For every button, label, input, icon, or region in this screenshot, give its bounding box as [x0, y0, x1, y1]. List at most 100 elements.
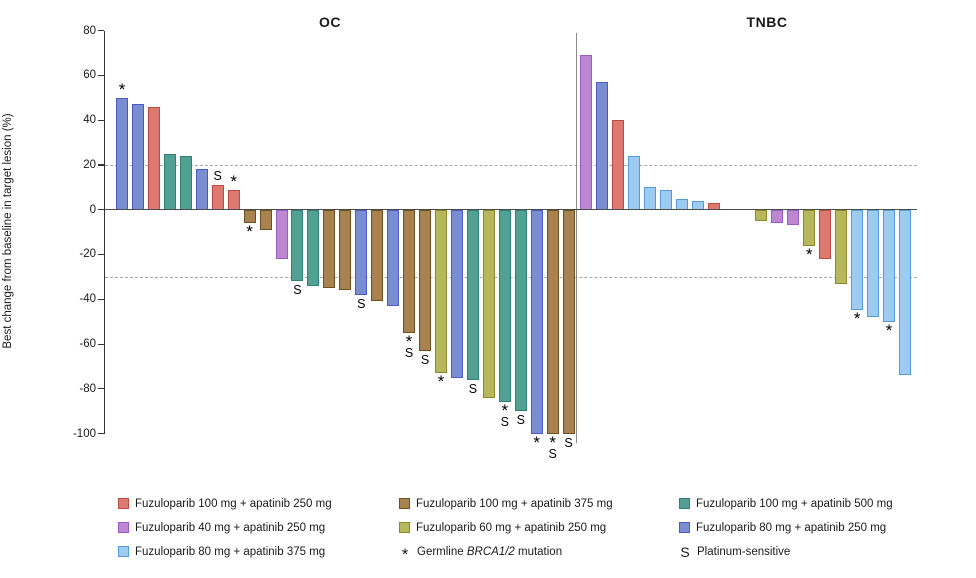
y-axis-tick	[98, 209, 104, 211]
symbol-germline-star: *	[437, 372, 445, 392]
bar-oc-9	[243, 209, 256, 224]
y-axis-tick	[98, 30, 104, 32]
bar-oc-6	[195, 169, 208, 210]
bar-tnbc-14	[819, 209, 832, 259]
bar-oc-22	[450, 209, 463, 378]
bar-oc-12	[291, 209, 304, 282]
legend-item-fuz100_apa375: Fuzuloparib 100 mg + apatinib 375 mg	[399, 496, 613, 511]
y-axis-tick	[98, 388, 104, 390]
bar-tnbc-1	[580, 55, 592, 210]
bar-oc-10	[259, 209, 272, 230]
symbol-germline-star: *	[805, 244, 813, 264]
y-axis-tick	[98, 164, 104, 166]
symbol-platinum-s: S	[500, 415, 509, 430]
bar-oc-25	[498, 209, 511, 403]
plot-area: 80 60 40 20 0 -20 -40 -60 -80 -100 * S * * S S * S S * S * S S *…	[72, 24, 917, 460]
bar-oc-21	[435, 209, 447, 374]
reference-line	[105, 164, 917, 166]
bar-oc-23	[466, 209, 479, 380]
bar-oc-24	[482, 209, 495, 398]
y-axis-tick-label: -40	[79, 293, 96, 306]
symbol-germline-star: *	[405, 331, 413, 351]
symbol-platinum-s: S	[293, 283, 302, 298]
symbol-germline-star: *	[230, 171, 237, 191]
legend-item-fuz100_apa250: Fuzuloparib 100 mg + apatinib 250 mg	[118, 496, 332, 511]
bar-tnbc-3	[611, 120, 624, 210]
bar-oc-5	[179, 155, 192, 210]
platinum-s-glyph: S	[680, 543, 690, 560]
symbol-platinum-s: S	[213, 169, 222, 184]
legend-item-fuz60_apa250: Fuzuloparib 60 mg + apatinib 250 mg	[399, 520, 606, 535]
bar-oc-27	[530, 209, 543, 434]
symbol-germline-star: *	[853, 309, 861, 329]
y-axis-tick-label: -20	[79, 248, 96, 261]
bar-oc-20	[419, 209, 432, 351]
y-axis-tick-label: 80	[83, 24, 96, 37]
bar-oc-1	[116, 97, 128, 210]
y-axis-tick	[98, 74, 104, 77]
bar-tnbc-17	[867, 209, 880, 318]
panel-separator	[576, 33, 578, 443]
bar-tnbc-4	[627, 155, 640, 210]
symbol-platinum-s: S	[404, 345, 414, 360]
bar-tnbc-16	[851, 209, 864, 311]
bar-oc-28	[546, 209, 559, 434]
legend-swatch	[118, 546, 129, 557]
y-axis-tick-label: -60	[79, 338, 96, 351]
bar-oc-3	[147, 106, 160, 210]
y-axis-tick	[98, 119, 104, 121]
y-axis-line	[104, 30, 106, 434]
bar-tnbc-13	[803, 209, 816, 246]
legend-item-fuz80_apa250: Fuzuloparib 80 mg + apatinib 250 mg	[679, 520, 886, 535]
y-axis-tick	[98, 433, 104, 435]
y-axis-tick	[98, 298, 104, 300]
legend-swatch	[118, 498, 129, 509]
germline-star-glyph: *	[401, 544, 409, 564]
bar-tnbc-10	[755, 209, 768, 221]
legend-swatch	[399, 498, 410, 509]
symbol-platinum-s: S	[516, 413, 525, 428]
bar-oc-2	[131, 104, 144, 210]
bar-oc-29	[562, 209, 575, 434]
y-axis-tick	[98, 343, 104, 345]
legend-item-fuz100_apa500: Fuzuloparib 100 mg + apatinib 500 mg	[679, 496, 893, 511]
legend-item-sym_brca: * Germline BRCA1/2 mutation	[399, 544, 563, 564]
bar-tnbc-18	[883, 209, 896, 322]
panel-title-tnbc: TNBC	[746, 14, 788, 30]
legend-label: Fuzuloparib 80 mg + apatinib 250 mg	[696, 521, 887, 534]
legend-label: Germline BRCA1/2 mutation	[417, 545, 563, 558]
bar-tnbc-7	[675, 198, 688, 210]
bar-oc-11	[275, 209, 288, 259]
bar-oc-16	[355, 209, 368, 295]
reference-line	[105, 276, 917, 278]
symbol-germline-star: *	[549, 432, 556, 452]
legend-item-fuz40_apa250: Fuzuloparib 40 mg + apatinib 250 mg	[118, 520, 325, 535]
symbol-platinum-s: S	[357, 296, 366, 311]
legend-swatch	[118, 522, 129, 533]
bar-tnbc-15	[835, 209, 848, 284]
legend-label: Fuzuloparib 80 mg + apatinib 375 mg	[135, 545, 326, 558]
bar-oc-4	[163, 153, 176, 210]
zero-baseline	[105, 209, 917, 211]
bar-oc-13	[307, 209, 320, 286]
bar-oc-18	[387, 209, 400, 306]
bar-oc-17	[371, 209, 384, 302]
bar-oc-7	[211, 185, 224, 210]
bar-tnbc-19	[899, 209, 911, 376]
bar-oc-14	[323, 209, 336, 289]
symbol-germline-star: *	[118, 79, 126, 99]
bar-oc-19	[403, 209, 416, 333]
symbol-platinum-s: S	[564, 435, 573, 450]
y-axis-tick-label: -100	[72, 427, 96, 440]
bar-oc-8	[227, 189, 240, 210]
bar-tnbc-2	[595, 82, 608, 210]
panel-title-oc: OC	[319, 14, 341, 30]
legend-swatch	[679, 498, 690, 509]
symbol-germline-star: *	[533, 432, 540, 452]
bar-tnbc-5	[643, 187, 656, 210]
legend-label: Fuzuloparib 100 mg + apatinib 250 mg	[135, 497, 332, 510]
symbol-platinum-s: S	[468, 381, 478, 396]
bar-tnbc-6	[659, 189, 672, 210]
y-axis-tick-label: 60	[83, 69, 96, 82]
